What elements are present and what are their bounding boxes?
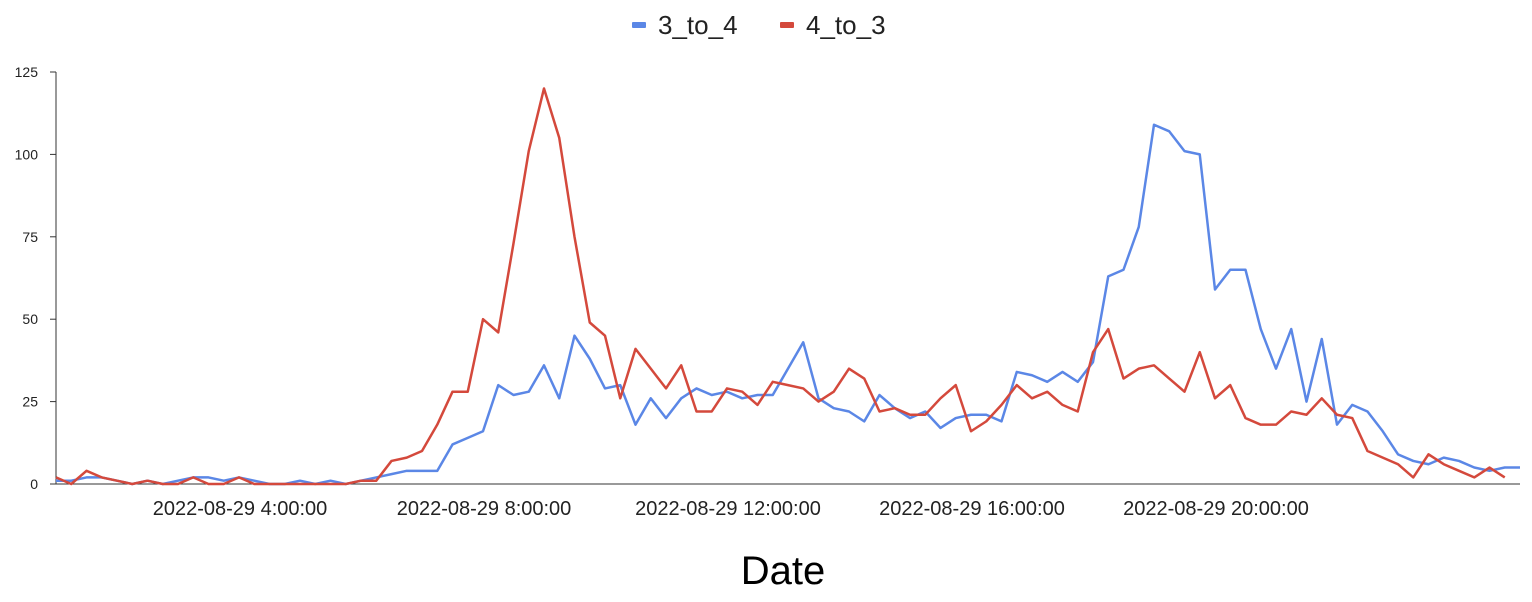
- series-layer: [55, 87, 1520, 486]
- y-tick-label: 75: [22, 229, 38, 245]
- y-tick-label: 25: [22, 394, 38, 410]
- y-tick-label: 0: [30, 476, 38, 492]
- series-line-4_to_3: [55, 87, 1506, 486]
- y-tick-label: 100: [15, 146, 39, 162]
- legend-swatch: [632, 22, 646, 28]
- x-tick-label: 2022-08-29 16:00:00: [879, 498, 1065, 520]
- x-axis: 2022-08-29 4:00:00 2022-08-29 8:00:00 2022…: [56, 483, 1520, 520]
- legend-swatch: [780, 22, 794, 28]
- x-tick-label: 2022-08-29 8:00:00: [397, 498, 572, 520]
- y-axis: 0 25 50 75 100 125: [15, 64, 57, 492]
- legend-label: 4_to_3: [806, 10, 886, 40]
- chart-legend: 3_to_4 4_to_3: [632, 10, 886, 40]
- legend-label: 3_to_4: [658, 10, 738, 40]
- x-tick-label: 2022-08-29 20:00:00: [1123, 498, 1309, 520]
- series-line-3_to_4: [56, 123, 1520, 486]
- y-tick-label: 125: [15, 64, 39, 80]
- x-tick-label: 2022-08-29 12:00:00: [635, 498, 821, 520]
- y-tick-label: 50: [22, 311, 38, 327]
- x-tick-label: 2022-08-29 4:00:00: [153, 498, 328, 520]
- x-axis-title: Date: [741, 549, 826, 593]
